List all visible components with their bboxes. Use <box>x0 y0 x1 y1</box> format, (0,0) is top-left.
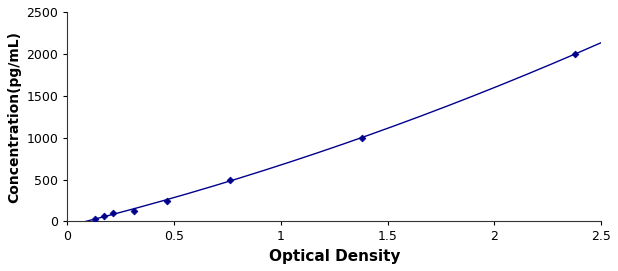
Y-axis label: Concentration(pg/mL): Concentration(pg/mL) <box>7 31 21 203</box>
X-axis label: Optical Density: Optical Density <box>268 249 400 264</box>
